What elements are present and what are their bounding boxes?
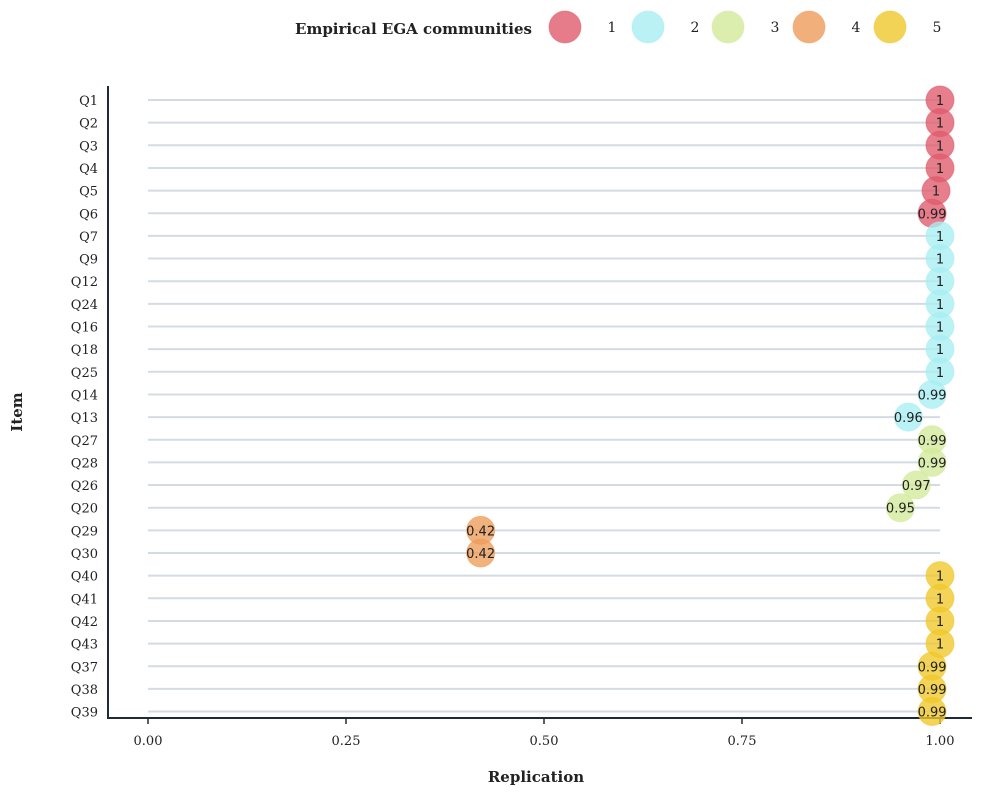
y-tick-label-Q26: Q26: [71, 479, 98, 494]
legend-label-2: 2: [691, 20, 700, 36]
y-tick-label-Q9: Q9: [79, 253, 98, 268]
point-Q13: [893, 402, 923, 432]
data-label-Q4: 1: [936, 162, 944, 177]
legend-swatch-4: [792, 10, 826, 44]
y-tick-label-Q5: Q5: [79, 185, 98, 200]
y-tick-label-Q14: Q14: [71, 388, 98, 403]
data-label-Q26: 0.97: [902, 479, 931, 494]
data-label-Q29: 0.42: [466, 524, 495, 539]
y-tick-label-Q12: Q12: [71, 275, 98, 290]
y-tick-label-Q42: Q42: [71, 615, 98, 630]
data-label-Q28: 0.99: [918, 456, 947, 471]
y-tick-label-Q30: Q30: [71, 547, 98, 562]
y-tick-label-Q24: Q24: [71, 298, 98, 313]
y-tick-label-Q6: Q6: [79, 207, 98, 222]
x-tick-label: 0.50: [530, 734, 559, 749]
legend-label-3: 3: [771, 20, 780, 36]
legend-title: Empirical EGA communities: [295, 20, 532, 38]
y-tick-label-Q39: Q39: [71, 706, 98, 721]
y-axis-title: Item: [8, 392, 26, 431]
data-label-Q42: 1: [936, 615, 944, 630]
data-label-Q39: 0.99: [918, 706, 947, 721]
data-label-Q37: 0.99: [918, 660, 947, 675]
legend-label-5: 5: [933, 20, 942, 36]
data-label-Q13: 0.96: [894, 411, 923, 426]
y-tick-label-Q25: Q25: [71, 366, 98, 381]
legend-swatch-2: [631, 10, 665, 44]
point-Q28: [917, 447, 947, 477]
legend-swatch-1: [548, 10, 582, 44]
data-label-Q24: 1: [936, 298, 944, 313]
y-tick-label-Q1: Q1: [79, 94, 98, 109]
y-tick-labels: Q1 Q2 Q3 Q4 Q5 Q6 Q7 Q9 Q12 Q24 Q16 Q18 Q25 Q14 Q13 Q27…: [71, 94, 98, 721]
x-tick-label: 1.00: [926, 734, 955, 749]
legend-label-1: 1: [608, 20, 617, 36]
x-axis-title: Replication: [488, 768, 584, 786]
gridlines: [148, 99, 940, 713]
data-label-Q3: 1: [936, 139, 944, 154]
y-tick-label-Q20: Q20: [71, 502, 98, 517]
data-label-Q27: 0.99: [918, 434, 947, 449]
data-label-Q5: 1: [932, 185, 940, 200]
data-labels: 1 1 1 1 1 0.99 1 1 1 1 1 1 1 0.99 0.96 0.99 0.99 0.97 0.95…: [466, 94, 946, 721]
legend-swatch-3: [711, 10, 745, 44]
y-tick-label-Q18: Q18: [71, 343, 98, 358]
y-tick-label-Q16: Q16: [71, 321, 98, 336]
data-label-Q14: 0.99: [918, 388, 947, 403]
y-tick-label-Q3: Q3: [79, 139, 98, 154]
y-tick-label-Q37: Q37: [71, 660, 98, 675]
point-Q39: [917, 697, 947, 727]
legend: Empirical EGA communities 1 2 3 4 5: [295, 10, 942, 44]
data-label-Q1: 1: [936, 94, 944, 109]
x-tick-label: 0.00: [134, 734, 163, 749]
point-Q20: [885, 493, 915, 523]
y-tick-label-Q29: Q29: [71, 524, 98, 539]
y-tick-label-Q4: Q4: [79, 162, 98, 177]
y-tick-label-Q40: Q40: [71, 570, 98, 585]
y-tick-label-Q43: Q43: [71, 638, 98, 653]
data-label-Q6: 0.99: [918, 207, 947, 222]
data-label-Q41: 1: [936, 592, 944, 607]
y-tick-label-Q38: Q38: [71, 683, 98, 698]
data-label-Q12: 1: [936, 275, 944, 290]
axes: [107, 86, 972, 719]
y-tick-label-Q28: Q28: [71, 456, 98, 471]
x-tick-labels: 0.00 0.25 0.50 0.75 1.00: [134, 718, 955, 749]
data-label-Q30: 0.42: [466, 547, 495, 562]
data-label-Q7: 1: [936, 230, 944, 245]
point-Q14: [917, 379, 947, 409]
data-label-Q2: 1: [936, 117, 944, 132]
data-label-Q18: 1: [936, 343, 944, 358]
data-label-Q38: 0.99: [918, 683, 947, 698]
data-label-Q16: 1: [936, 321, 944, 336]
legend-swatch-5: [873, 10, 907, 44]
data-points: [466, 85, 955, 727]
y-tick-label-Q7: Q7: [79, 230, 98, 245]
data-label-Q20: 0.95: [886, 502, 915, 517]
data-label-Q43: 1: [936, 638, 944, 653]
data-label-Q25: 1: [936, 366, 944, 381]
x-tick-label: 0.75: [728, 734, 757, 749]
point-Q26: [901, 470, 931, 500]
y-tick-label-Q13: Q13: [71, 411, 98, 426]
legend-label-4: 4: [852, 20, 861, 36]
x-tick-label: 0.25: [332, 734, 361, 749]
data-label-Q9: 1: [936, 253, 944, 268]
y-tick-label-Q27: Q27: [71, 434, 98, 449]
data-label-Q40: 1: [936, 570, 944, 585]
y-tick-label-Q2: Q2: [79, 117, 98, 132]
point-Q30: [466, 538, 496, 568]
y-tick-label-Q41: Q41: [71, 592, 98, 607]
